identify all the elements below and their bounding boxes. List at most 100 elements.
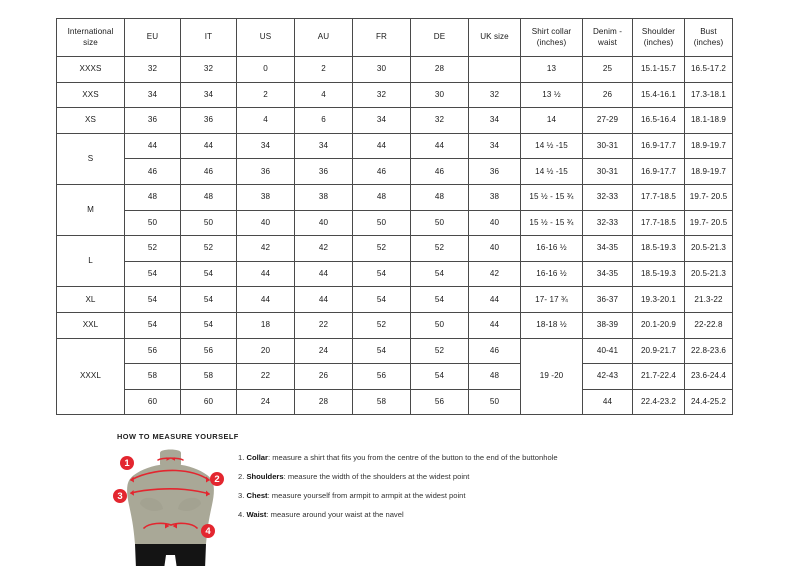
- size-table-container: International size EU IT US AU FR DE UK …: [56, 18, 733, 416]
- cell-fr: 50: [352, 209, 411, 237]
- table-row: XS 36 36 4 6 34 32 34 14 27-29 16.5-16.4 18.1-18.9: [56, 107, 733, 134]
- cell-shoulder: 22.4-23.2: [632, 388, 685, 416]
- table-row: XXL 54 54 18 22 52 50 44 18-18 ½ 38-39 20.1-20.9 22…: [56, 311, 733, 339]
- cell-bust: 24.4-25.2: [684, 388, 733, 416]
- cell-de: 32: [410, 107, 469, 134]
- step-term: Waist: [246, 509, 267, 519]
- cell-it: 52: [180, 235, 237, 262]
- cell-eu: 52: [124, 235, 181, 262]
- cell-shoulder: 18.5-19.3: [632, 260, 685, 288]
- cell-de: 56: [410, 388, 469, 416]
- cell-fr: 34: [352, 107, 411, 134]
- cell-denim: 32-33: [582, 209, 633, 237]
- cell-it: 48: [180, 183, 237, 211]
- svg-text:1: 1: [124, 458, 130, 469]
- cell-uk: 32: [468, 81, 521, 109]
- cell-de: 50: [410, 311, 469, 339]
- cell-au: 42: [294, 235, 353, 262]
- cell-uk: 50: [468, 388, 521, 416]
- cell-us: 44: [236, 286, 295, 313]
- table-row: 46 46 36 36 46 46 36 14 ½ -15 30-31 16.9-17.7 18.9…: [57, 158, 733, 185]
- cell-bust: 17.3-18.1: [684, 81, 733, 109]
- cell-de: 54: [410, 260, 469, 288]
- cell-uk: 38: [468, 183, 521, 211]
- cell-shirt-collar: 15 ½ - 15 ¾: [520, 209, 583, 237]
- cell-shirt-collar: 14 ½ -15: [520, 158, 583, 185]
- table-row: L 52 52 42 42 52 52 40 16-16 ½ 34-35 18.5-19.3 20.5…: [56, 235, 733, 288]
- marker-3: 3: [113, 489, 127, 503]
- chest-tape: [130, 488, 210, 495]
- cell-shirt-collar: 16-16 ½: [520, 235, 583, 262]
- cell-uk: 40: [468, 235, 521, 262]
- cell-bust: 20.5-21.3: [684, 260, 733, 288]
- measure-steps-list: 1. Collar: measure a shirt that fits you…: [238, 447, 558, 519]
- step-term: Shoulders: [246, 471, 284, 481]
- header-line-2: (inches): [536, 37, 567, 47]
- cell-fr: 32: [352, 81, 411, 109]
- cell-eu: 60: [124, 388, 181, 416]
- cell-shirt-collar: 14 ½ -15: [520, 132, 583, 160]
- cell-shoulder: 18.5-19.3: [632, 235, 685, 262]
- cell-bust: 18.9-19.7: [684, 132, 733, 160]
- cell-eu: 58: [124, 363, 181, 390]
- cell-bust: 19.7- 20.5: [684, 183, 733, 211]
- cell-bust: 18.1-18.9: [684, 107, 733, 134]
- column-header-uk-size: UK size: [468, 18, 521, 57]
- step-number: 1.: [238, 453, 245, 462]
- column-header-eu: EU: [124, 18, 181, 57]
- cell-us: 38: [236, 183, 295, 211]
- cell-de: 28: [410, 56, 469, 83]
- cell-uk: 46: [468, 337, 521, 365]
- cell-shoulder: 20.9-21.7: [632, 337, 685, 365]
- cell-denim: 44: [582, 388, 633, 416]
- cell-it: 56: [180, 337, 237, 365]
- cell-bust: 16.5-17.2: [684, 56, 733, 83]
- cell-international-size: XXS: [56, 81, 125, 109]
- cell-it: 60: [180, 388, 237, 416]
- column-header-bust: Bust (inches): [684, 18, 733, 57]
- how-to-measure-section: HOW TO MEASURE YOURSELF: [113, 432, 737, 566]
- table-row: XXS 34 34 2 4 32 30 32 13 ½ 26 15.4-16.1 17.3-18.1: [56, 81, 733, 109]
- column-header-shirt-collar: Shirt collar (inches): [520, 18, 583, 57]
- cell-fr: 54: [352, 337, 411, 365]
- table-row: XXXS 32 32 0 2 30 28 13 25 15.1-15.7 16.5-17.2: [56, 56, 733, 83]
- cell-shoulder: 15.1-15.7: [632, 56, 685, 83]
- cell-us: 44: [236, 260, 295, 288]
- cell-denim: 42-43: [582, 363, 633, 390]
- marker-1: 1: [120, 456, 134, 470]
- cell-denim: 32-33: [582, 183, 633, 211]
- cell-bust: 18.9-19.7: [684, 158, 733, 185]
- cell-us: 36: [236, 158, 295, 185]
- measure-step: 4. Waist: measure around your waist at t…: [238, 510, 558, 519]
- cell-international-size: XS: [56, 107, 125, 134]
- marker-4: 4: [201, 524, 215, 538]
- cell-de: 46: [410, 158, 469, 185]
- waist-tape-left: [143, 522, 172, 529]
- cell-fr: 56: [352, 363, 411, 390]
- cell-it: 54: [180, 286, 237, 313]
- cell-us: 24: [236, 388, 295, 416]
- cell-au: 2: [294, 56, 353, 83]
- cell-shoulder: 17.7-18.5: [632, 183, 685, 211]
- cell-eu: 48: [124, 183, 181, 211]
- cell-uk: 40: [468, 209, 521, 237]
- cell-us: 22: [236, 363, 295, 390]
- cell-international-size: XL: [56, 286, 125, 313]
- size-table: International size EU IT US AU FR DE UK …: [56, 18, 733, 416]
- cell-shirt-collar: 15 ½ - 15 ¾: [520, 183, 583, 211]
- cell-it: 46: [180, 158, 237, 185]
- cell-shirt-collar: 18-18 ½: [520, 311, 583, 339]
- cell-shoulder: 20.1-20.9: [632, 311, 685, 339]
- header-line-2: waist: [598, 37, 617, 47]
- svg-text:2: 2: [214, 474, 219, 485]
- cell-bust: 19.7- 20.5: [684, 209, 733, 237]
- table-row: S 44 44 34 34 44 44 34 14 ½ -15 30-31 16.9-17.7 18.…: [56, 132, 733, 185]
- cell-us: 4: [236, 107, 295, 134]
- how-to-measure-body: 1 2 3 4 1. Collar: measur: [113, 447, 737, 566]
- measure-step: 3. Chest: measure yourself from armpit t…: [238, 491, 558, 500]
- torso-diagram: 1 2 3 4: [113, 449, 228, 566]
- cell-international-size: XXXL: [56, 337, 125, 416]
- cell-fr: 30: [352, 56, 411, 83]
- table-header: International size EU IT US AU FR DE UK …: [56, 18, 733, 57]
- cell-shoulder: 17.7-18.5: [632, 209, 685, 237]
